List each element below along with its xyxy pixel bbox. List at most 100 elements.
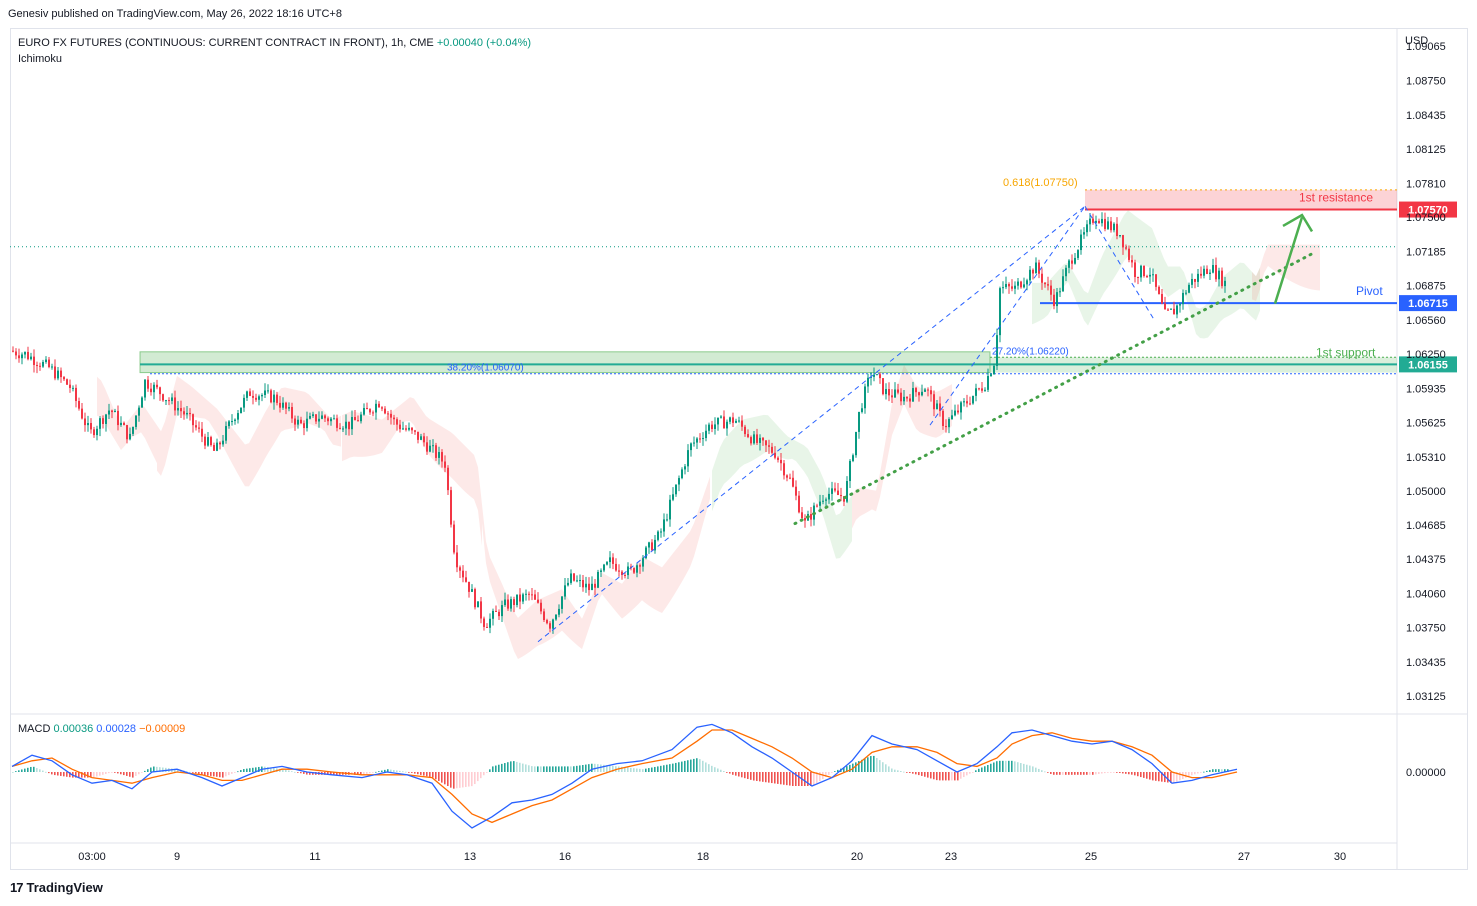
candle xyxy=(999,288,1001,336)
candle xyxy=(237,413,239,420)
macd-histogram-bar xyxy=(117,772,119,774)
footer-brand[interactable]: 17 TradingView xyxy=(10,880,103,895)
candle xyxy=(573,573,575,581)
macd-histogram-bar xyxy=(105,772,107,774)
candle xyxy=(1044,282,1046,285)
candle xyxy=(669,499,671,520)
candle xyxy=(1059,291,1061,293)
candle xyxy=(507,599,509,609)
macd-histogram-bar xyxy=(474,772,476,785)
candle xyxy=(1008,284,1010,287)
candle xyxy=(849,460,851,482)
macd-histogram-bar xyxy=(54,772,56,776)
candle xyxy=(180,408,182,412)
candle xyxy=(1200,273,1202,276)
candle xyxy=(606,562,608,565)
candle xyxy=(1125,247,1127,249)
macd-histogram-bar xyxy=(252,767,254,772)
candle xyxy=(894,389,896,398)
candle xyxy=(381,407,383,409)
macd-histogram-bar xyxy=(843,767,845,772)
candle xyxy=(621,571,623,575)
macd-histogram-bar xyxy=(978,768,980,772)
macd-histogram-bar xyxy=(426,772,428,777)
candle xyxy=(459,567,461,571)
macd-histogram-bar xyxy=(399,770,401,772)
zones xyxy=(10,189,1397,375)
macd-histogram-bar xyxy=(1107,772,1109,773)
macd-histogram-bar xyxy=(969,772,971,774)
macd-histogram-bar xyxy=(207,772,209,776)
candle xyxy=(33,356,35,366)
indicator-label[interactable]: Ichimoku xyxy=(18,53,63,65)
candle xyxy=(747,434,749,438)
candle xyxy=(930,390,932,395)
candle xyxy=(579,579,581,581)
macd-hist-value: 0.00036 xyxy=(53,723,94,735)
macd-histogram-bar xyxy=(576,765,578,772)
candle xyxy=(84,418,86,426)
candle xyxy=(981,388,983,391)
candle xyxy=(873,374,875,377)
macd-histogram-bar xyxy=(825,772,827,777)
candle xyxy=(927,389,929,391)
candle xyxy=(825,499,827,501)
macd-histogram-bar xyxy=(759,772,761,782)
macd-histogram-bar xyxy=(798,772,800,786)
candle xyxy=(540,602,542,612)
macd-histogram-bar xyxy=(504,763,506,772)
candle xyxy=(1221,270,1223,287)
y-tick-label: 1.03750 xyxy=(1406,623,1446,635)
candle xyxy=(489,618,491,628)
candle xyxy=(939,403,941,411)
candle xyxy=(372,412,374,414)
macd-histogram-bar xyxy=(255,767,257,772)
macd-histogram-bar xyxy=(444,772,446,785)
candle xyxy=(336,418,338,428)
candle xyxy=(1023,284,1025,288)
candle xyxy=(891,395,893,398)
candle xyxy=(681,469,683,479)
macd-histogram-bar xyxy=(729,772,731,774)
candle xyxy=(642,558,644,567)
candle xyxy=(285,402,287,409)
candle xyxy=(324,415,326,419)
macd-histogram-bar xyxy=(897,770,899,772)
x-tick-label: 23 xyxy=(945,851,957,863)
candle xyxy=(519,594,521,602)
macd-histogram-bar xyxy=(657,766,659,772)
macd-legend[interactable]: MACD 0.00036 0.00028 −0.00009 xyxy=(18,723,185,735)
macd-histogram-bar xyxy=(468,772,470,787)
macd-histogram-bar xyxy=(960,772,962,779)
candle xyxy=(195,425,197,428)
macd-histogram-bar xyxy=(984,766,986,772)
candle xyxy=(612,557,614,564)
candle xyxy=(78,400,80,409)
macd-histogram-bar xyxy=(204,772,206,776)
candle xyxy=(228,421,230,427)
macd-histogram-bar xyxy=(744,772,746,779)
macd-histogram-bar xyxy=(924,772,926,777)
macd-histogram-bar xyxy=(1023,763,1025,772)
candle xyxy=(384,408,386,414)
candle xyxy=(405,428,407,430)
macd-histogram-bar xyxy=(654,766,656,772)
macd-histogram-bar xyxy=(213,772,215,777)
macd-histogram-bar xyxy=(660,765,662,772)
candle xyxy=(1101,218,1103,224)
macd-histogram-bar xyxy=(531,766,533,772)
candle xyxy=(522,594,524,602)
resistance-label: 1st resistance xyxy=(1299,191,1373,205)
macd-histogram-bar xyxy=(1104,772,1106,774)
macd-histogram-bar xyxy=(690,759,692,772)
candle xyxy=(537,599,539,603)
candle xyxy=(636,565,638,573)
macd-histogram-bar xyxy=(210,772,212,776)
candle xyxy=(117,410,119,426)
candle xyxy=(900,392,902,402)
candle xyxy=(753,434,755,444)
candle xyxy=(1206,268,1208,274)
macd-histogram-bar xyxy=(135,772,137,776)
macd-histogram-bar xyxy=(921,772,923,776)
